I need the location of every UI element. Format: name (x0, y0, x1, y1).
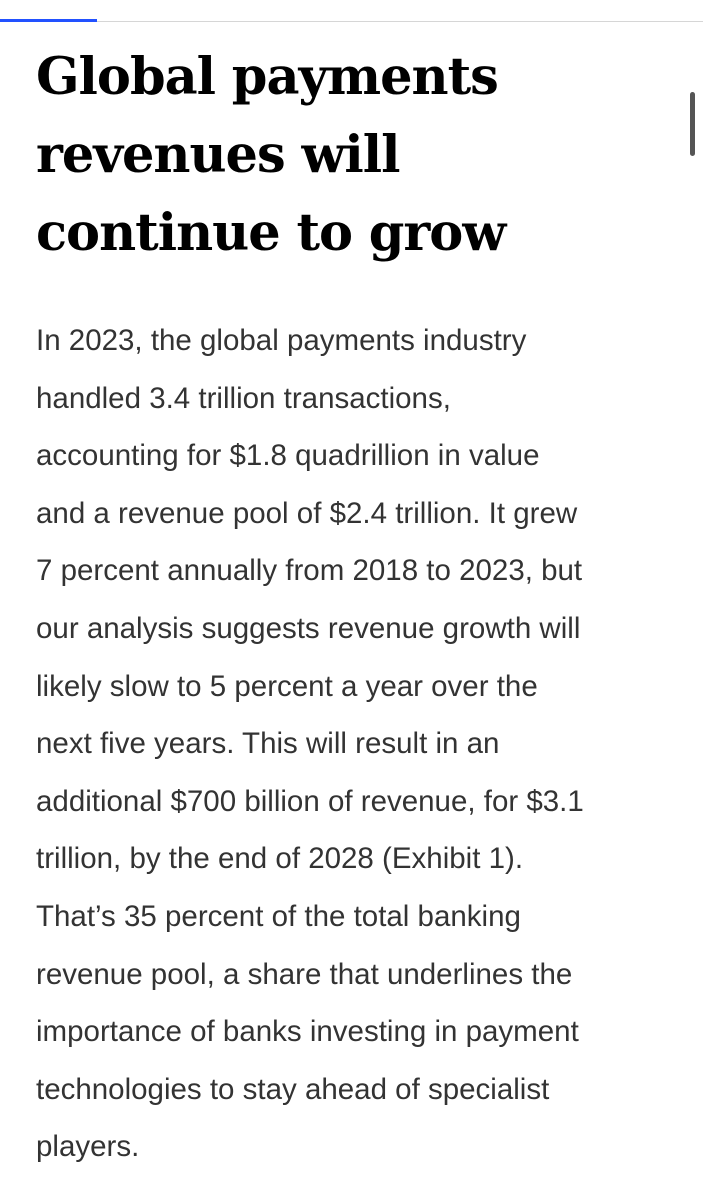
paragraph-line: 7 percent annually from 2018 to 2023, bu… (36, 554, 583, 588)
paragraph-line: our analysis suggests revenue growth wil… (36, 611, 581, 645)
headline-line: Global payments (36, 47, 499, 107)
paragraph-line: technologies to stay ahead of specialist (36, 1072, 550, 1106)
article-paragraph: In 2023, the global payments industry ha… (36, 312, 676, 1176)
paragraph-line: next five years. This will result in an (36, 727, 500, 761)
paragraph-line: additional $700 billion of revenue, for … (36, 784, 584, 818)
paragraph-line: revenue pool, a share that underlines th… (36, 957, 573, 991)
article-headline: Global payments revenues will continue t… (36, 38, 656, 272)
header-divider (0, 21, 703, 22)
reading-progress-bar (0, 19, 97, 22)
paragraph-line: trillion, by the end of 2028 (Exhibit 1)… (36, 842, 524, 876)
paragraph-line: accounting for $1.8 quadrillion in value (36, 439, 540, 473)
scrollbar-thumb[interactable] (690, 92, 695, 156)
paragraph-line: handled 3.4 trillion transactions, (36, 381, 451, 415)
headline-line: continue to grow (36, 203, 506, 263)
paragraph-line: importance of banks investing in payment (36, 1015, 579, 1049)
paragraph-line: likely slow to 5 percent a year over the (36, 669, 538, 703)
headline-line: revenues will (36, 125, 401, 185)
paragraph-line: That’s 35 percent of the total banking (36, 899, 521, 933)
paragraph-line: In 2023, the global payments industry (36, 324, 527, 357)
paragraph-line: players. (36, 1130, 140, 1164)
paragraph-line: and a revenue pool of $2.4 trillion. It … (36, 496, 578, 530)
